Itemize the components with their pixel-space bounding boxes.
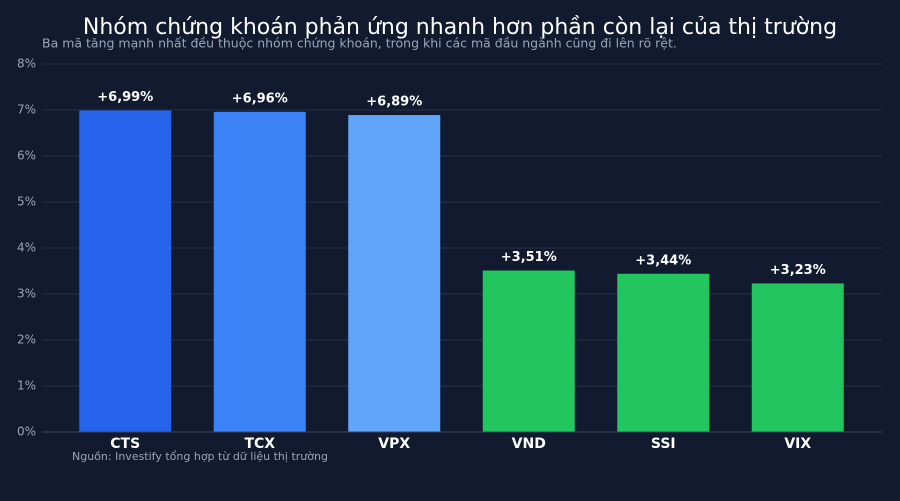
value-label: +6,89%	[366, 95, 422, 110]
bar	[348, 115, 441, 432]
source-note: Nguồn: Investify tổng hợp từ dữ liệu thị…	[72, 450, 328, 463]
value-label: +3,23%	[770, 263, 826, 278]
y-tick-label: 3%	[17, 287, 36, 301]
x-tick-label: VND	[512, 436, 546, 452]
y-tick-label: 2%	[17, 333, 36, 347]
value-label: +3,44%	[635, 253, 691, 268]
y-tick-label: 7%	[17, 103, 36, 117]
chart-subtitle: Ba mã tăng mạnh nhất đều thuộc nhóm chứn…	[42, 36, 677, 51]
y-tick-label: 5%	[17, 195, 36, 209]
y-tick-label: 8%	[17, 57, 36, 71]
x-tick-label: VPX	[378, 436, 410, 452]
bar	[617, 273, 710, 432]
value-label: +6,99%	[97, 90, 153, 105]
chart-title: Nhóm chứng khoán phản ứng nhanh hơn phần…	[83, 15, 837, 40]
y-tick-label: 0%	[17, 425, 36, 439]
bar	[79, 110, 172, 433]
x-tick-label: CTS	[110, 436, 140, 452]
bar	[213, 111, 306, 432]
x-tick-label: VIX	[784, 436, 811, 452]
value-label: +3,51%	[501, 250, 557, 265]
bar	[482, 270, 575, 432]
bar	[751, 283, 844, 432]
value-label: +6,96%	[232, 91, 288, 106]
y-tick-label: 1%	[17, 379, 36, 393]
x-tick-label: TCX	[244, 436, 275, 452]
x-tick-label: SSI	[651, 436, 676, 452]
y-tick-label: 6%	[17, 149, 36, 163]
y-tick-label: 4%	[17, 241, 36, 255]
